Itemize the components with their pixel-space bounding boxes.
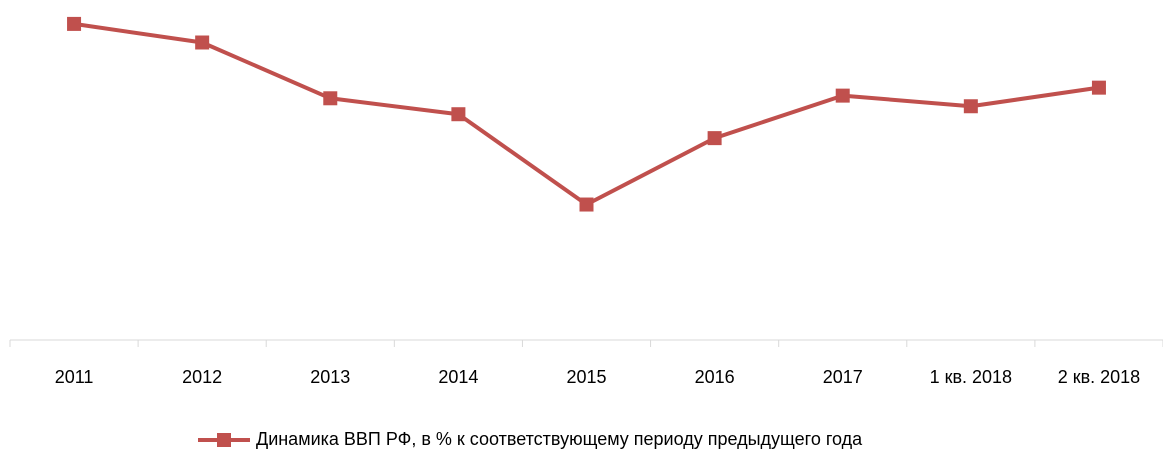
marker: [451, 107, 466, 122]
x-tick-label: 1 кв. 2018: [930, 367, 1013, 387]
marker: [323, 91, 338, 106]
x-tick-label: 2014: [438, 367, 478, 387]
x-tick-label: 2017: [823, 367, 863, 387]
marker: [579, 197, 594, 212]
marker: [835, 88, 850, 103]
x-tick-label: 2012: [182, 367, 222, 387]
marker: [707, 131, 722, 146]
marker: [963, 99, 978, 114]
x-tick-label: 2 кв. 2018: [1058, 367, 1141, 387]
legend-marker: [217, 433, 231, 447]
x-tick-label: 2011: [55, 367, 94, 387]
x-tick-label: 2016: [695, 367, 735, 387]
marker: [195, 35, 210, 50]
marker: [1091, 80, 1106, 95]
x-tick-label: 2015: [566, 367, 606, 387]
legend-label: Динамика ВВП РФ, в % к соответствующему …: [256, 429, 863, 449]
line: [73, 21, 1100, 207]
marker: [67, 16, 82, 31]
x-tick-label: 2013: [310, 367, 350, 387]
